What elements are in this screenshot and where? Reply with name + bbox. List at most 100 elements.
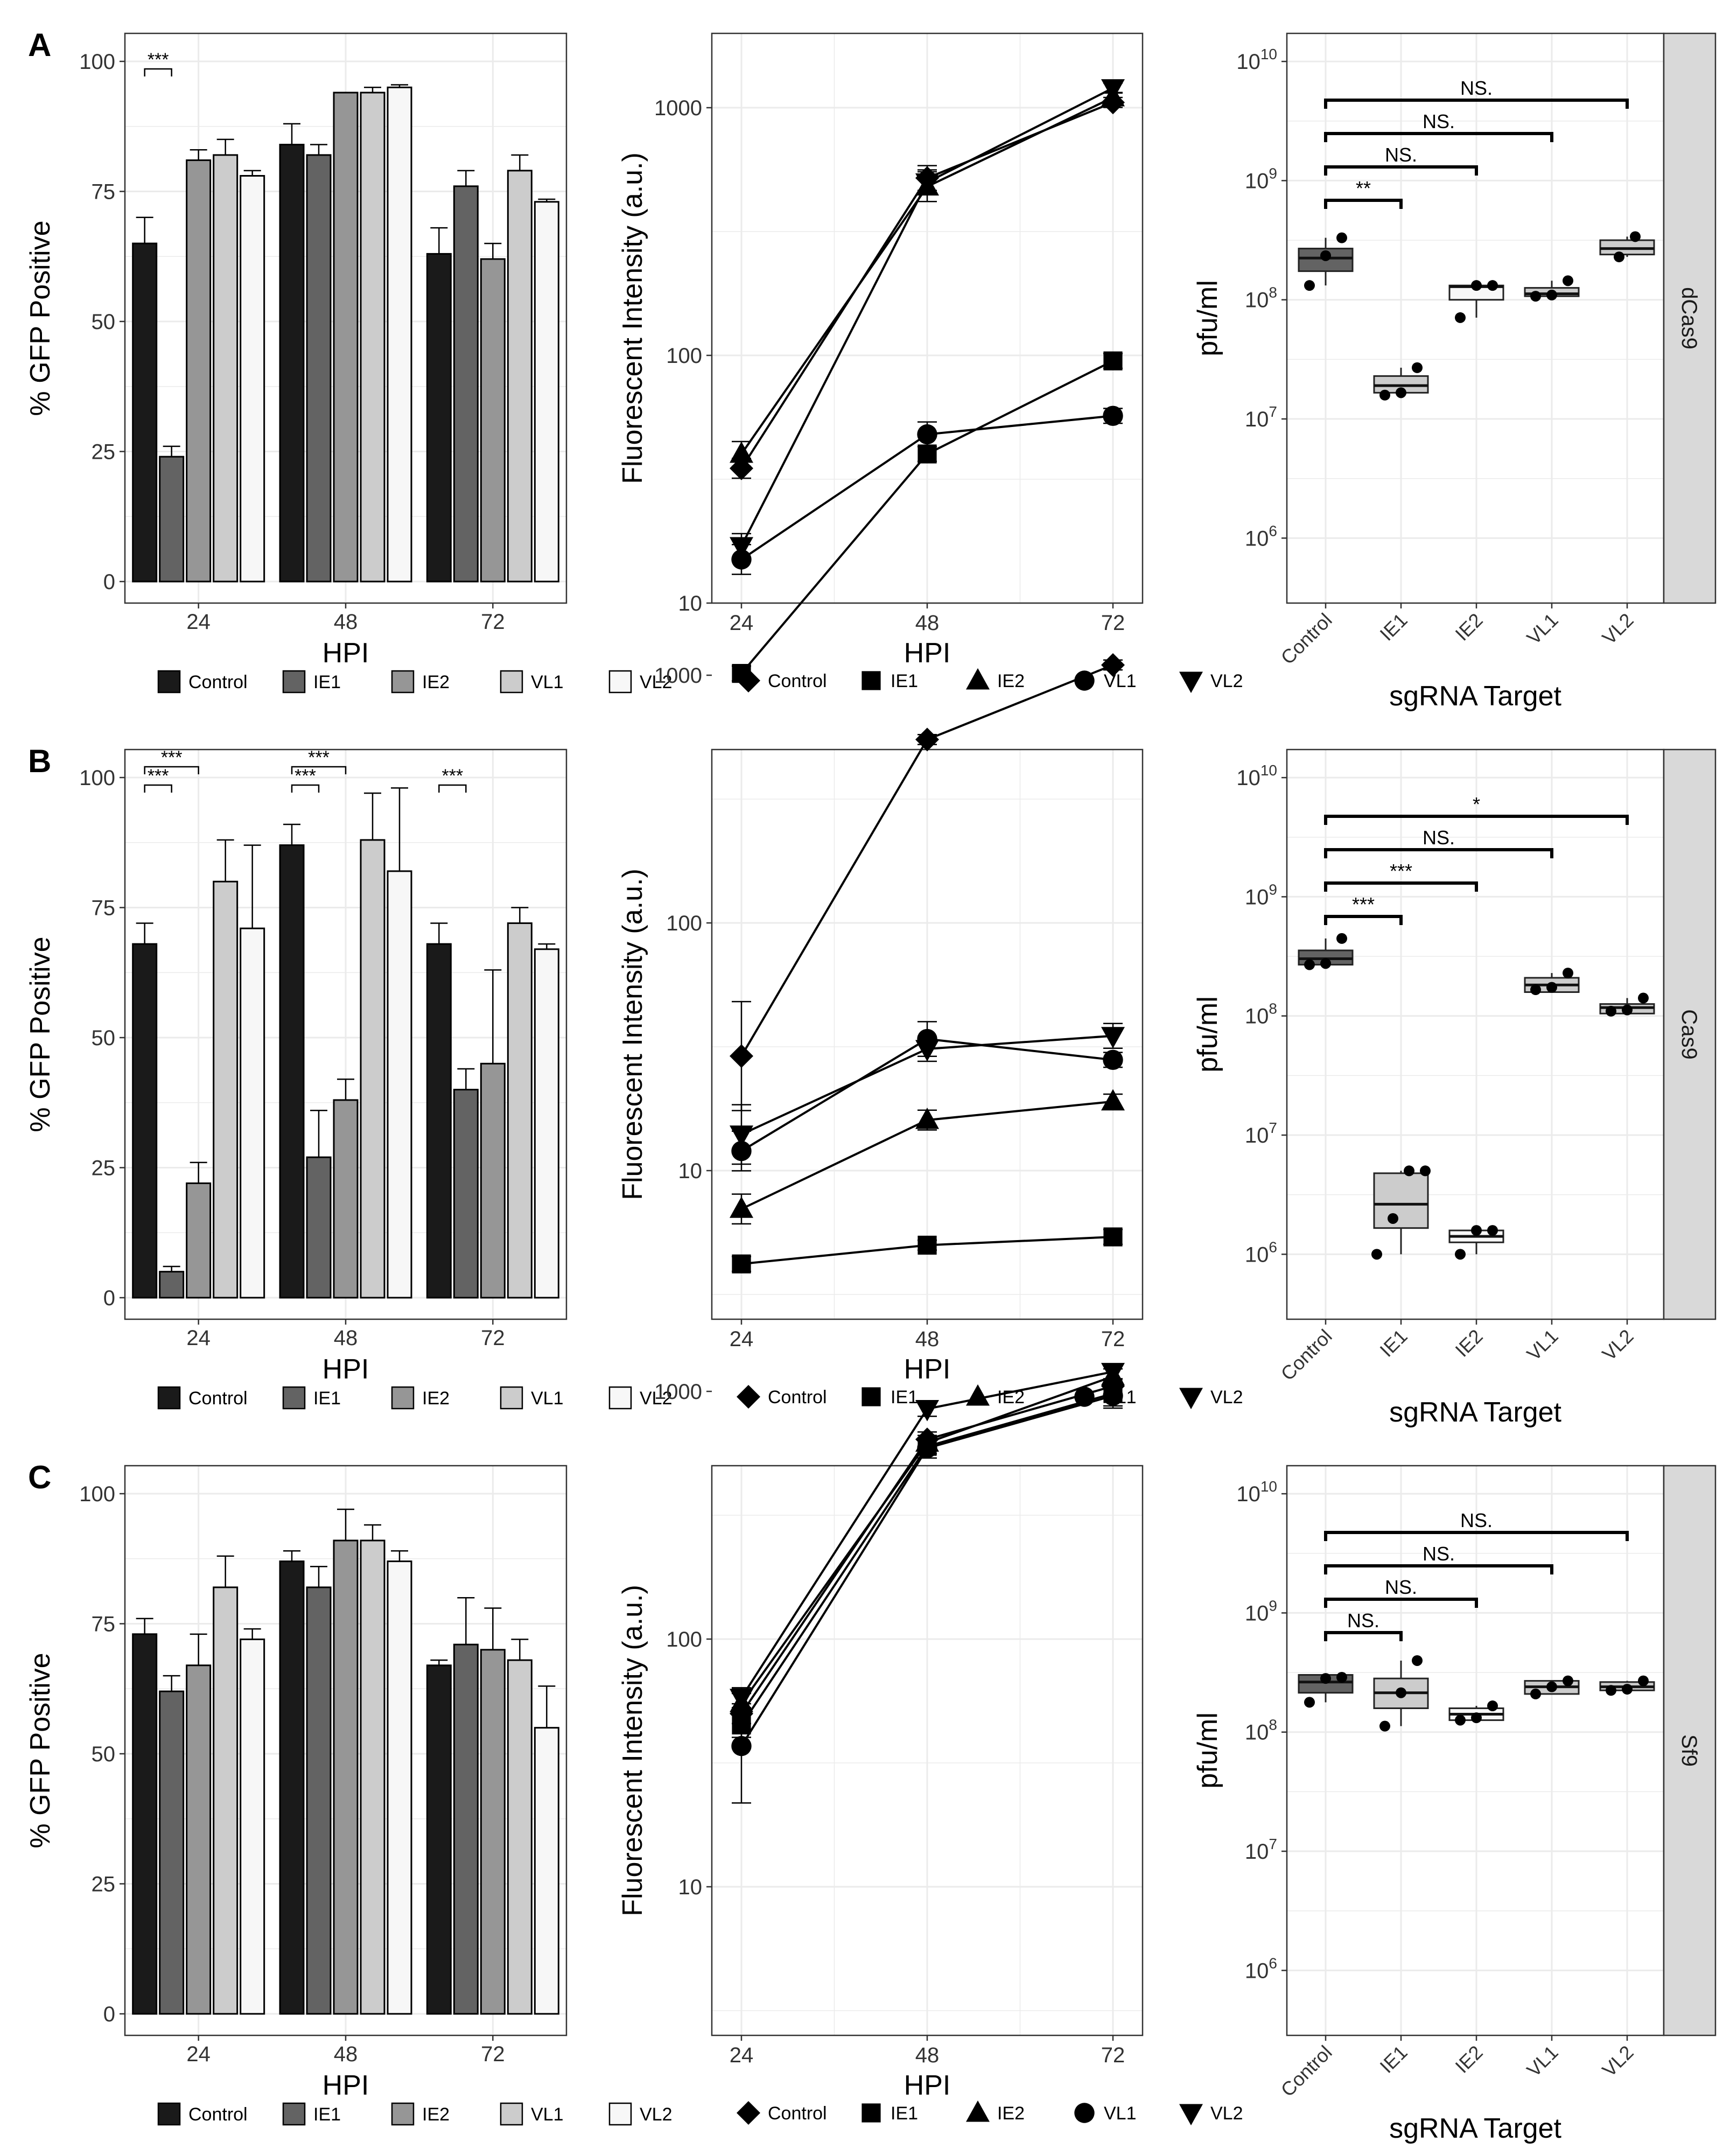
facet-strip — [1663, 32, 1717, 604]
marker-IE2 — [730, 441, 753, 463]
y-tick-label: 0 — [103, 2003, 115, 2026]
marker-IE2 — [730, 1196, 753, 1218]
data-point — [1412, 1655, 1423, 1666]
legend-label: IE1 — [313, 1388, 341, 1409]
data-point — [1379, 389, 1390, 401]
y-axis-label: % GFP Positive — [25, 220, 56, 416]
significance-bracket — [1324, 1631, 1403, 1641]
legend-label: VL1 — [531, 1388, 564, 1409]
x-tick-label: IE2 — [1451, 609, 1487, 645]
y-tick-exponent: 7 — [1269, 1119, 1277, 1136]
x-tick-label: 72 — [481, 2042, 505, 2066]
significance-bracket — [1324, 165, 1478, 176]
y-axis-label: Fluorescent Intensity (a.u.) — [617, 1585, 648, 1916]
data-point — [1320, 1673, 1331, 1684]
y-tick-base: 10 — [1236, 1482, 1260, 1506]
y-tick-exponent: 10 — [1260, 1478, 1277, 1495]
data-point — [1622, 1004, 1633, 1016]
y-tick-label: 10 — [678, 1159, 703, 1183]
marker-VL2 — [1101, 79, 1125, 101]
y-tick-label: 75 — [92, 1613, 116, 1636]
marker-IE1 — [917, 444, 937, 464]
bar-VL1 — [507, 170, 533, 583]
legend-marker-IE2 — [966, 1384, 990, 1406]
significance-label: NS. — [1385, 1576, 1417, 1598]
y-tick-exponent: 7 — [1269, 403, 1277, 420]
legend-label: VL2 — [640, 1388, 673, 1409]
y-tick-base: 10 — [1245, 1601, 1269, 1625]
significance-bracket — [1324, 1564, 1553, 1574]
legend-label: IE2 — [997, 671, 1025, 691]
legend-label: Control — [188, 1388, 248, 1409]
significance-label: *** — [148, 766, 169, 786]
significance-bracket — [1324, 1531, 1629, 1541]
y-tick-exponent: 9 — [1269, 1597, 1277, 1614]
y-axis-label: % GFP Positive — [25, 936, 56, 1132]
y-tick-exponent: 8 — [1269, 1000, 1277, 1017]
data-point — [1530, 291, 1541, 302]
legend-label: VL1 — [1104, 2103, 1137, 2124]
x-tick-label: 48 — [915, 1327, 940, 1351]
data-point — [1304, 1697, 1315, 1708]
marker-IE1 — [732, 1254, 751, 1273]
x-tick-label: VL1 — [1522, 609, 1562, 649]
x-tick-label: 48 — [334, 610, 358, 634]
x-axis-label: HPI — [323, 638, 369, 669]
data-point — [1471, 280, 1482, 291]
significance-label: *** — [161, 747, 183, 768]
x-tick-label: IE2 — [1451, 2041, 1487, 2077]
y-tick-label: 107 — [1245, 1836, 1277, 1864]
bar-Control — [279, 144, 305, 583]
y-tick-label: 75 — [92, 897, 116, 920]
y-tick-label: 106 — [1245, 1238, 1277, 1266]
data-point — [1455, 1249, 1466, 1260]
bar-VL2 — [387, 1560, 412, 2015]
marker-VL2 — [730, 1689, 753, 1710]
bar-Control — [426, 1664, 452, 2015]
y-tick-label: 10 — [678, 592, 703, 615]
y-tick-label: 109 — [1245, 1597, 1277, 1625]
bar-VL1 — [507, 922, 533, 1299]
y-tick-label: 107 — [1245, 1119, 1277, 1147]
line-chart-C-line: 10 100 1000 24 48 72 HPI Fluorescent Intensity … — [617, 1363, 1243, 2126]
significance-label: NS. — [1385, 144, 1417, 166]
legend-label: Control — [188, 2104, 248, 2125]
y-tick-label: 1000 — [654, 96, 702, 120]
data-point — [1304, 280, 1315, 291]
legend-label: IE1 — [313, 2104, 341, 2125]
y-tick-label: 0 — [103, 570, 115, 594]
data-point — [1396, 387, 1406, 398]
y-tick-exponent: 8 — [1269, 1717, 1277, 1733]
data-point — [1530, 1688, 1541, 1699]
bar-IE1 — [306, 154, 332, 583]
facet-strip-label: Sf9 — [1677, 1734, 1701, 1767]
significance-bracket — [291, 766, 347, 774]
legend-label: IE2 — [422, 672, 450, 692]
facet-strip-label: dCas9 — [1677, 287, 1701, 349]
bar-Control — [279, 1560, 305, 2015]
data-point — [1379, 1720, 1390, 1732]
significance-label: NS. — [1460, 1509, 1493, 1531]
data-point — [1336, 933, 1347, 944]
x-tick-label: 24 — [730, 1327, 754, 1351]
legend-label: IE1 — [313, 672, 341, 692]
bar-VL2 — [387, 86, 412, 583]
legend-swatch-VL1 — [500, 1386, 523, 1410]
y-tick-base: 10 — [1245, 1840, 1269, 1864]
data-point — [1606, 1685, 1616, 1696]
data-point — [1563, 968, 1573, 979]
legend-label: VL2 — [640, 2104, 673, 2125]
x-tick-label: VL1 — [1522, 1325, 1562, 1365]
legend-swatch-Control — [157, 1386, 181, 1410]
y-tick-label: 1010 — [1236, 46, 1277, 74]
legend-label: Control — [188, 672, 248, 692]
significance-label: NS. — [1423, 827, 1455, 849]
legend-label: VL2 — [1210, 1387, 1243, 1408]
x-tick-label: VL2 — [1598, 609, 1637, 649]
bar-VL2 — [534, 201, 559, 583]
bar-IE2 — [480, 1649, 506, 2015]
bar-IE2 — [480, 1062, 506, 1299]
x-tick-label: IE2 — [1451, 1325, 1487, 1361]
significance-label: ** — [1356, 177, 1371, 199]
